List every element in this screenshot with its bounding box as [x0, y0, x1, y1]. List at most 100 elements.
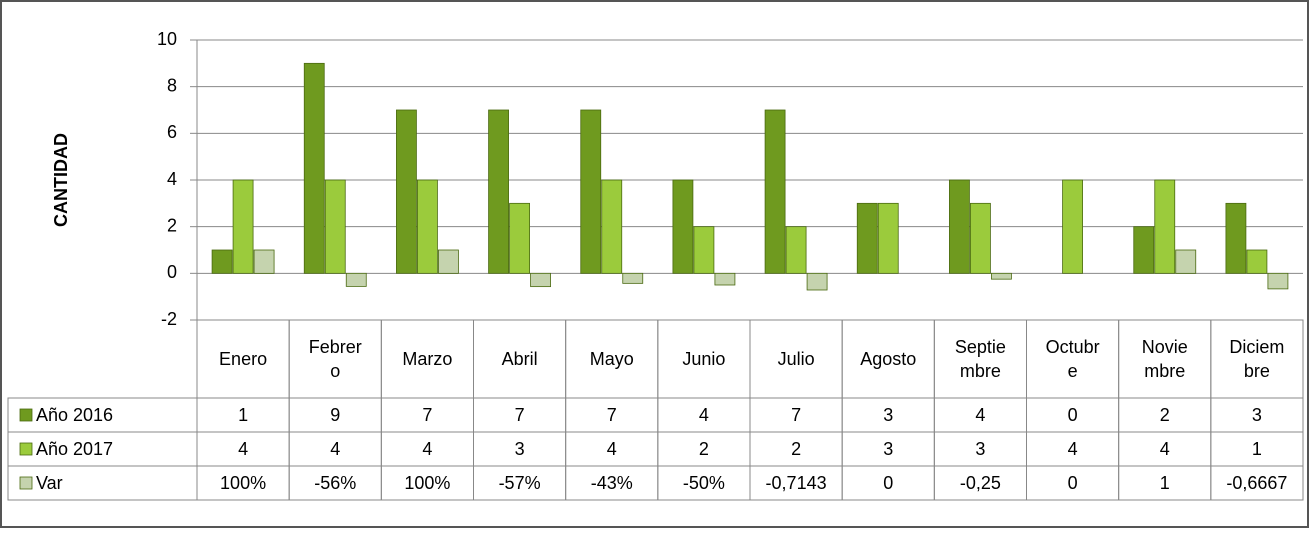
category-cell: Agosto [860, 349, 917, 369]
bar [488, 109, 509, 274]
category-cell: Octubre [1045, 337, 1100, 381]
y-tick-label: 6 [167, 122, 177, 142]
y-tick-label: 4 [167, 169, 177, 189]
bar [970, 202, 991, 274]
legend-key [19, 442, 33, 456]
y-tick-label: 0 [167, 262, 177, 282]
table-value: 7 [791, 405, 801, 425]
x-tick-label: Mayo [589, 349, 634, 369]
y-tick-label: 10 [157, 29, 177, 49]
table-value: 100% [220, 473, 266, 493]
table-value: 0 [1068, 405, 1078, 425]
legend-key [19, 476, 33, 490]
bar [253, 249, 275, 274]
y-tick-label: -2 [161, 309, 177, 329]
category-cell: Julio [777, 349, 815, 369]
table-cell [7, 465, 198, 501]
table-value: 0 [1068, 473, 1078, 493]
bar [856, 202, 878, 274]
table-value: -56% [314, 473, 356, 493]
bar [622, 272, 644, 284]
table-value: 7 [422, 405, 432, 425]
bar [949, 179, 970, 274]
legend-label: Año 2016 [36, 405, 113, 425]
category-cell: Marzo [402, 349, 453, 369]
table-value: 9 [330, 405, 340, 425]
x-tick-label: Junio [682, 349, 726, 369]
table-value: 3 [515, 439, 525, 459]
bar [601, 179, 623, 274]
x-tick-label: Abril [501, 349, 538, 369]
bar [211, 249, 233, 274]
bar [438, 249, 459, 274]
table-value: -0,25 [960, 473, 1001, 493]
category-cell: Enero [219, 349, 268, 369]
legend-label: Var [36, 473, 63, 493]
bar [1267, 272, 1289, 290]
table-value: 1 [238, 405, 248, 425]
x-tick-label: Noviembre [1141, 337, 1188, 381]
table-value: 100% [404, 473, 450, 493]
category-cell: Noviembre [1141, 337, 1188, 381]
table-value: 7 [515, 405, 525, 425]
bar [785, 226, 807, 274]
table-value: 2 [791, 439, 801, 459]
bar [764, 109, 786, 274]
table-value: 4 [1160, 439, 1170, 459]
y-axis-label: CANTIDAD [51, 133, 71, 227]
x-tick-label: Marzo [402, 349, 453, 369]
table-value: 1 [1252, 439, 1262, 459]
bar [324, 179, 346, 274]
table-value: 7 [607, 405, 617, 425]
table-value: 4 [422, 439, 432, 459]
bar [580, 109, 602, 274]
table-value: -43% [591, 473, 633, 493]
table-value: 4 [699, 405, 709, 425]
x-tick-label: Octubre [1045, 337, 1100, 381]
category-cell: Febrero [308, 337, 362, 381]
table-value: 4 [975, 405, 985, 425]
x-tick-label: Enero [219, 349, 268, 369]
bar [417, 179, 438, 274]
x-tick-label: Agosto [860, 349, 917, 369]
x-tick-label: Febrero [308, 337, 362, 381]
bar [672, 179, 694, 274]
bar [877, 202, 899, 274]
bar [991, 272, 1012, 280]
x-tick-label: Julio [777, 349, 815, 369]
table-value: 1 [1160, 473, 1170, 493]
table-value: -50% [683, 473, 725, 493]
table-value: 4 [607, 439, 617, 459]
table-value: 3 [883, 405, 893, 425]
table-cell [1210, 465, 1304, 501]
bar [1154, 179, 1176, 274]
table-value: 2 [699, 439, 709, 459]
table-value: -0,7143 [766, 473, 827, 493]
category-cell: Septiembre [954, 337, 1006, 381]
bar [714, 272, 736, 286]
category-cell: Abril [501, 349, 538, 369]
bar [232, 179, 254, 274]
table-value: -0,6667 [1226, 473, 1287, 493]
legend-label: Año 2017 [36, 439, 113, 459]
bar [530, 272, 551, 288]
x-tick-label: Diciembre [1229, 337, 1285, 381]
table-value: 4 [238, 439, 248, 459]
category-cell: Junio [682, 349, 726, 369]
bar [1062, 179, 1083, 274]
bar [1246, 249, 1268, 274]
bar [509, 202, 530, 274]
bar [693, 226, 715, 274]
table-value: 2 [1160, 405, 1170, 425]
table-value: 4 [1068, 439, 1078, 459]
y-tick-label: 8 [167, 75, 177, 95]
y-tick-label: 2 [167, 215, 177, 235]
table-value: 3 [975, 439, 985, 459]
x-tick-label: Septiembre [954, 337, 1006, 381]
table-value: 0 [883, 473, 893, 493]
table-value: 3 [883, 439, 893, 459]
bar [345, 272, 367, 287]
category-cell: Diciembre [1229, 337, 1285, 381]
table-value: 4 [330, 439, 340, 459]
